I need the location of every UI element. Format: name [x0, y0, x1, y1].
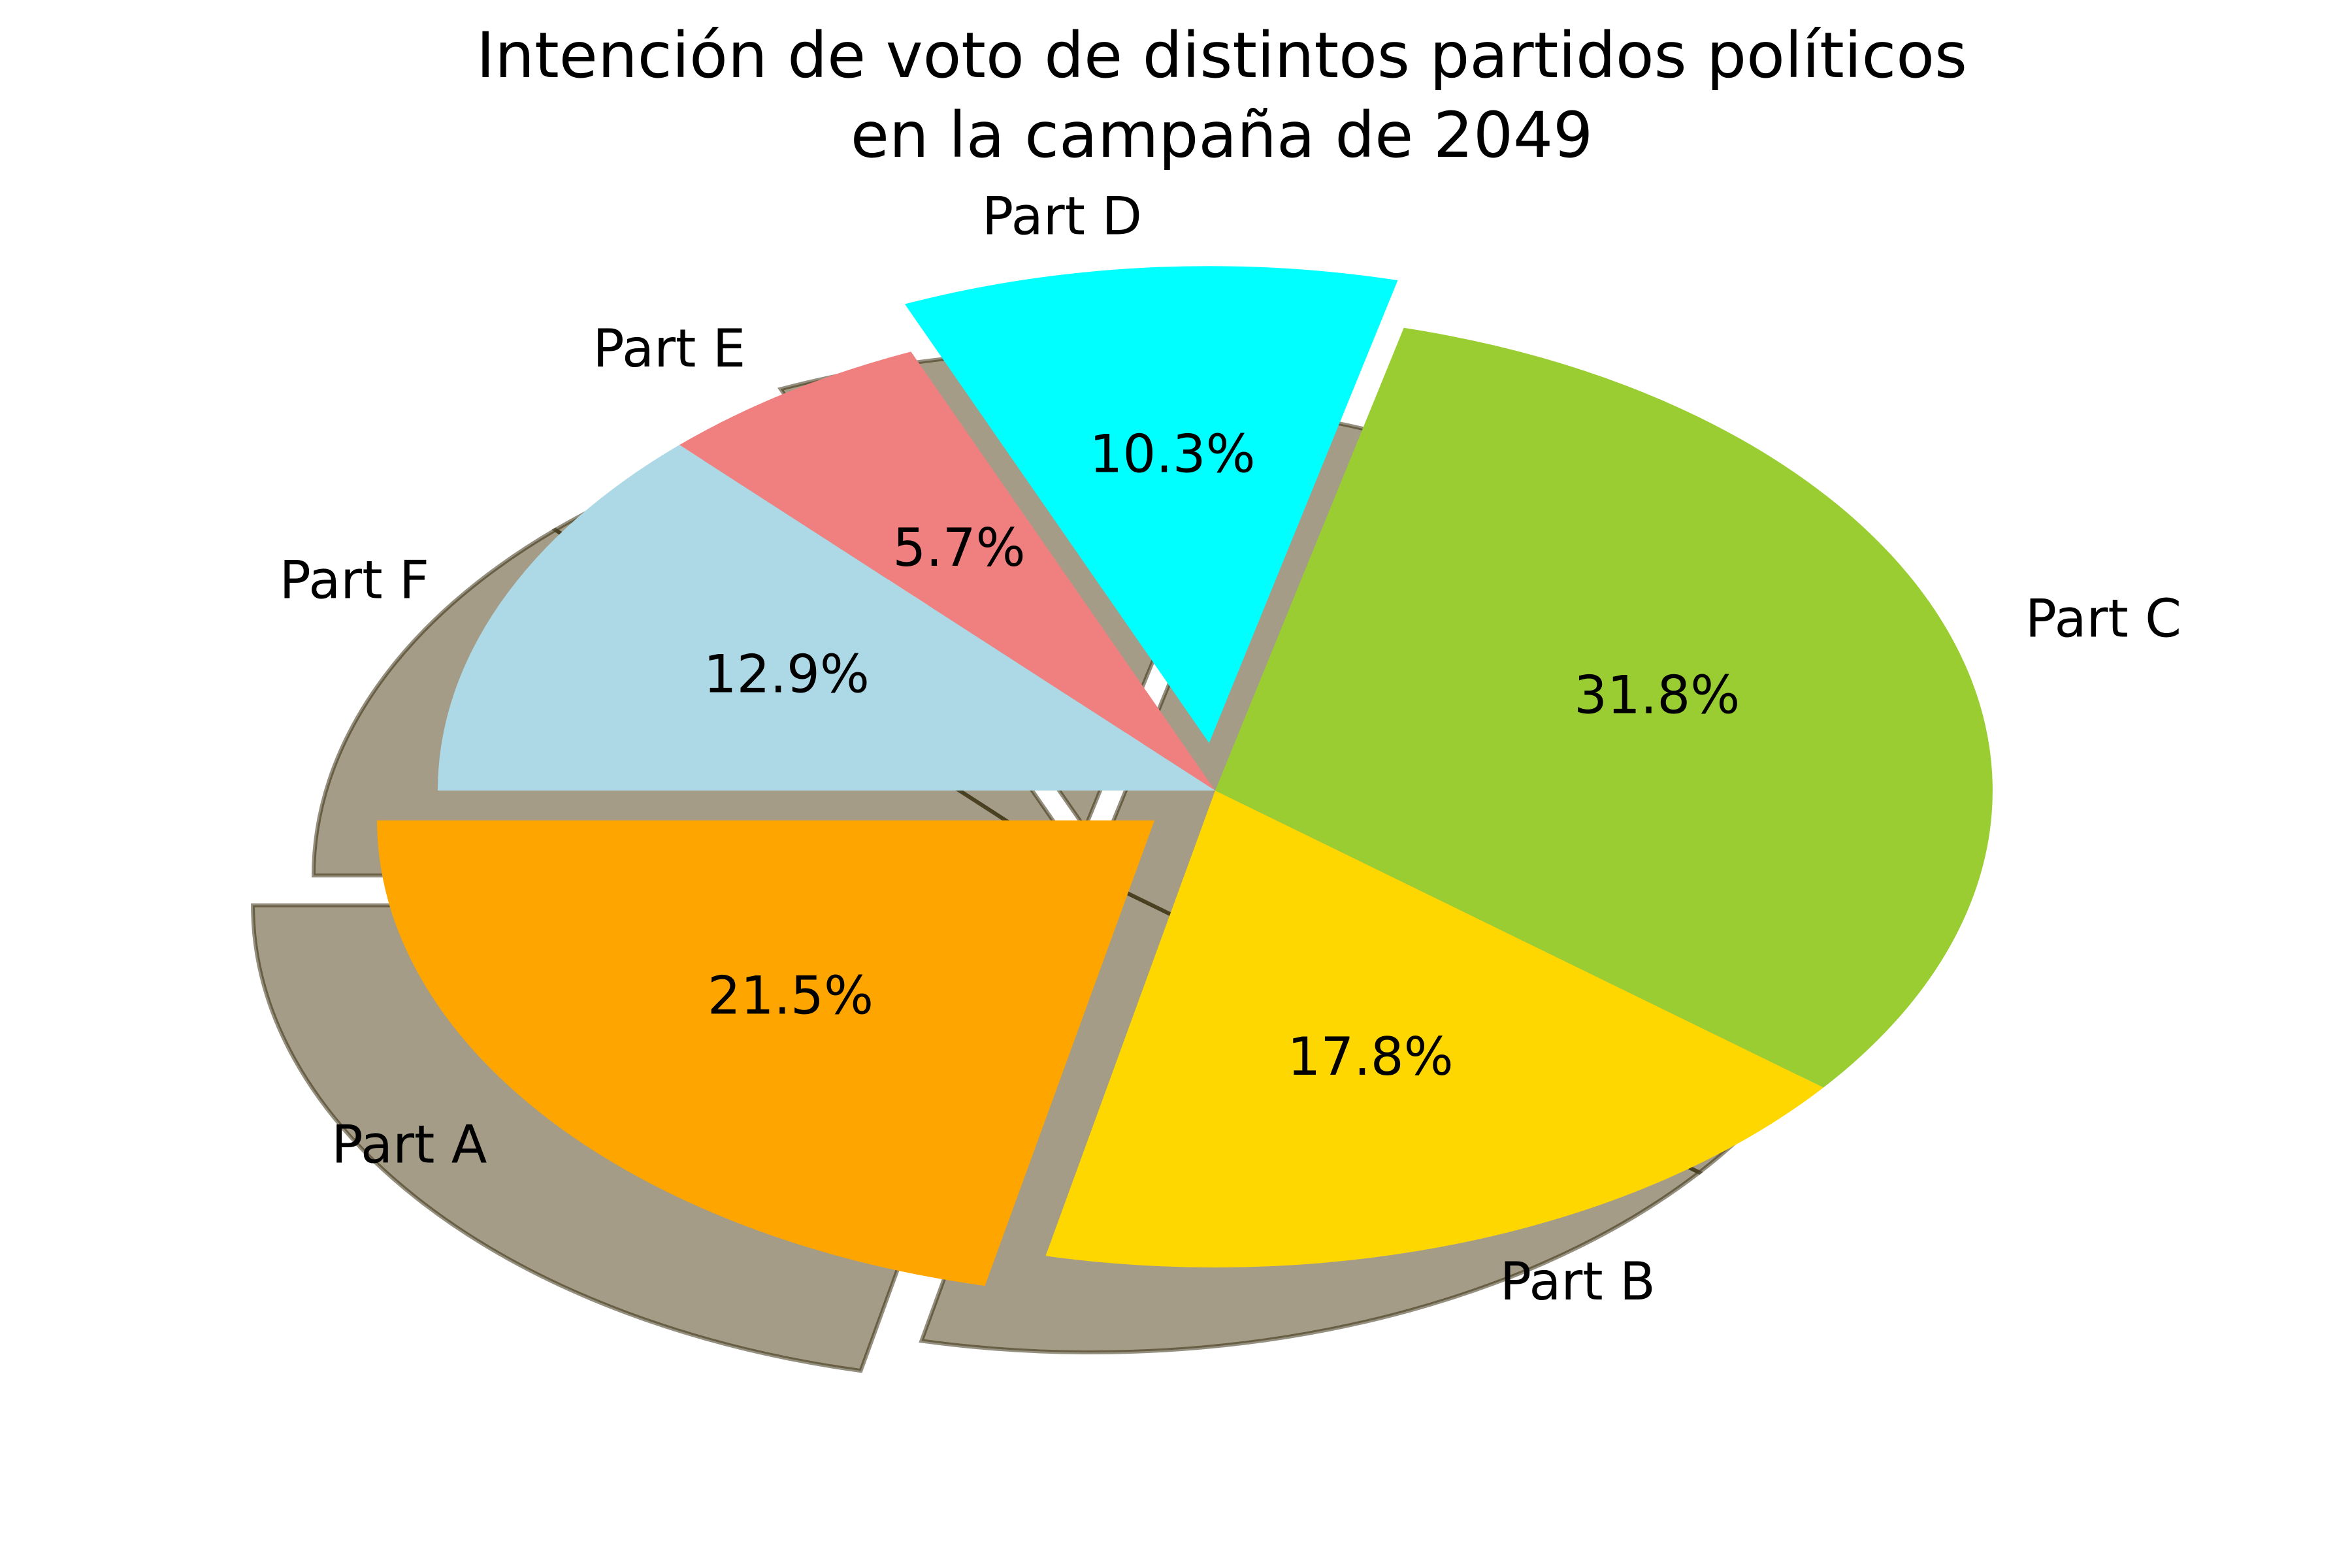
slice-percent-part-e: 5.7%	[892, 517, 1025, 578]
pie-slice-part-a[interactable]	[377, 820, 1155, 1286]
slice-label-part-d: Part D	[982, 186, 1142, 247]
slice-layer	[377, 266, 1993, 1286]
slice-label-part-e: Part E	[593, 318, 745, 379]
slice-label-part-b: Part B	[1500, 1251, 1656, 1312]
chart-title-line-1: Intención de voto de distintos partidos …	[476, 19, 1967, 92]
slice-label-part-a: Part A	[331, 1115, 487, 1175]
text-layer: Part A 21.5% Part B 17.8% Part C 31.8% Part D 1…	[280, 186, 2181, 1312]
chart-title-line-2: en la campaña de 2049	[851, 99, 1593, 172]
pie-slice-part-d[interactable]	[904, 266, 1398, 743]
slice-percent-part-f: 12.9%	[704, 644, 870, 704]
slice-label-part-c: Part C	[2025, 588, 2181, 649]
pie-slice-part-b[interactable]	[1045, 791, 1823, 1267]
pie-slice-part-f[interactable]	[438, 445, 1215, 791]
pie-slice-part-c[interactable]	[1215, 327, 1993, 1088]
slice-percent-part-b: 17.8%	[1288, 1026, 1454, 1087]
pie-slice-part-e[interactable]	[679, 351, 1215, 791]
slice-percent-part-a: 21.5%	[708, 965, 874, 1026]
slice-label-part-f: Part F	[280, 549, 429, 610]
slice-percent-part-c: 31.8%	[1574, 664, 1740, 725]
slice-percent-part-d: 10.3%	[1090, 424, 1256, 485]
